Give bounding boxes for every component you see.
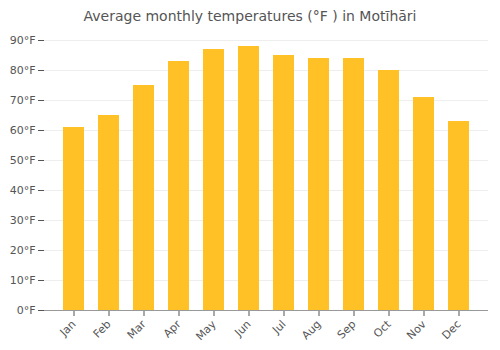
svg-text:40°F: 40°F: [10, 184, 36, 197]
svg-text:50°F: 50°F: [10, 154, 36, 167]
svg-text:May: May: [193, 317, 219, 343]
svg-text:Jun: Jun: [232, 318, 254, 340]
html-text:Average monthly temperatures (: Average monthly temperatures (°F ) in Mo…: [83, 8, 417, 24]
svg-text:90°F: 90°F: [10, 34, 36, 47]
svg-text:60°F: 60°F: [10, 124, 36, 137]
svg-text:Aug: Aug: [299, 318, 323, 342]
svg-text:Dec: Dec: [439, 318, 463, 342]
svg-text:Nov: Nov: [404, 317, 429, 342]
svg-text:Jul: Jul: [269, 318, 288, 337]
svg-text:Apr: Apr: [161, 317, 184, 340]
svg-text:Mar: Mar: [125, 317, 149, 341]
svg-text:10°F: 10°F: [10, 274, 36, 287]
svg-text:80°F: 80°F: [10, 64, 36, 77]
svg-text:Jan: Jan: [57, 318, 79, 340]
svg-text:0°F: 0°F: [17, 304, 36, 317]
svg-text:Feb: Feb: [91, 318, 114, 341]
svg-text:20°F: 20°F: [10, 244, 36, 257]
svg-text:Sep: Sep: [335, 318, 359, 342]
svg-text:30°F: 30°F: [10, 214, 36, 227]
svg-text:Oct: Oct: [371, 317, 394, 340]
svg-text:70°F: 70°F: [10, 94, 36, 107]
